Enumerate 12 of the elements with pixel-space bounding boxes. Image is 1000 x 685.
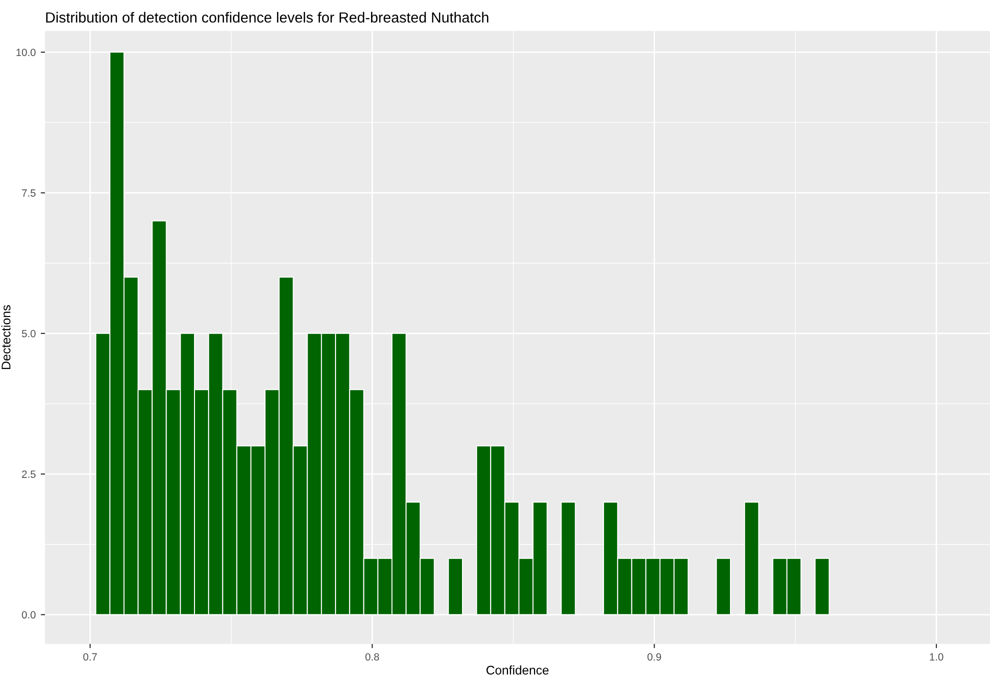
x-tick-label: 0.9: [647, 653, 662, 661]
chart-title: Distribution of detection confidence levels for Red-breasted Nuthatch: [46, 12, 488, 23]
x-tick-label: 1.0: [930, 653, 944, 661]
y-tick-label: 10.0: [16, 48, 36, 56]
x-tick-label: 0.7: [83, 653, 97, 661]
y-tick-label: 5.0: [22, 330, 36, 338]
y-tick-label: 7.5: [22, 189, 36, 197]
y-tick-label: 2.5: [22, 470, 36, 478]
x-tick-label: 0.8: [365, 653, 380, 661]
x-axis-title: Confidence: [486, 665, 549, 675]
y-axis-title: Dectections: [1, 305, 10, 369]
y-tick-label: 0.0: [22, 611, 36, 619]
